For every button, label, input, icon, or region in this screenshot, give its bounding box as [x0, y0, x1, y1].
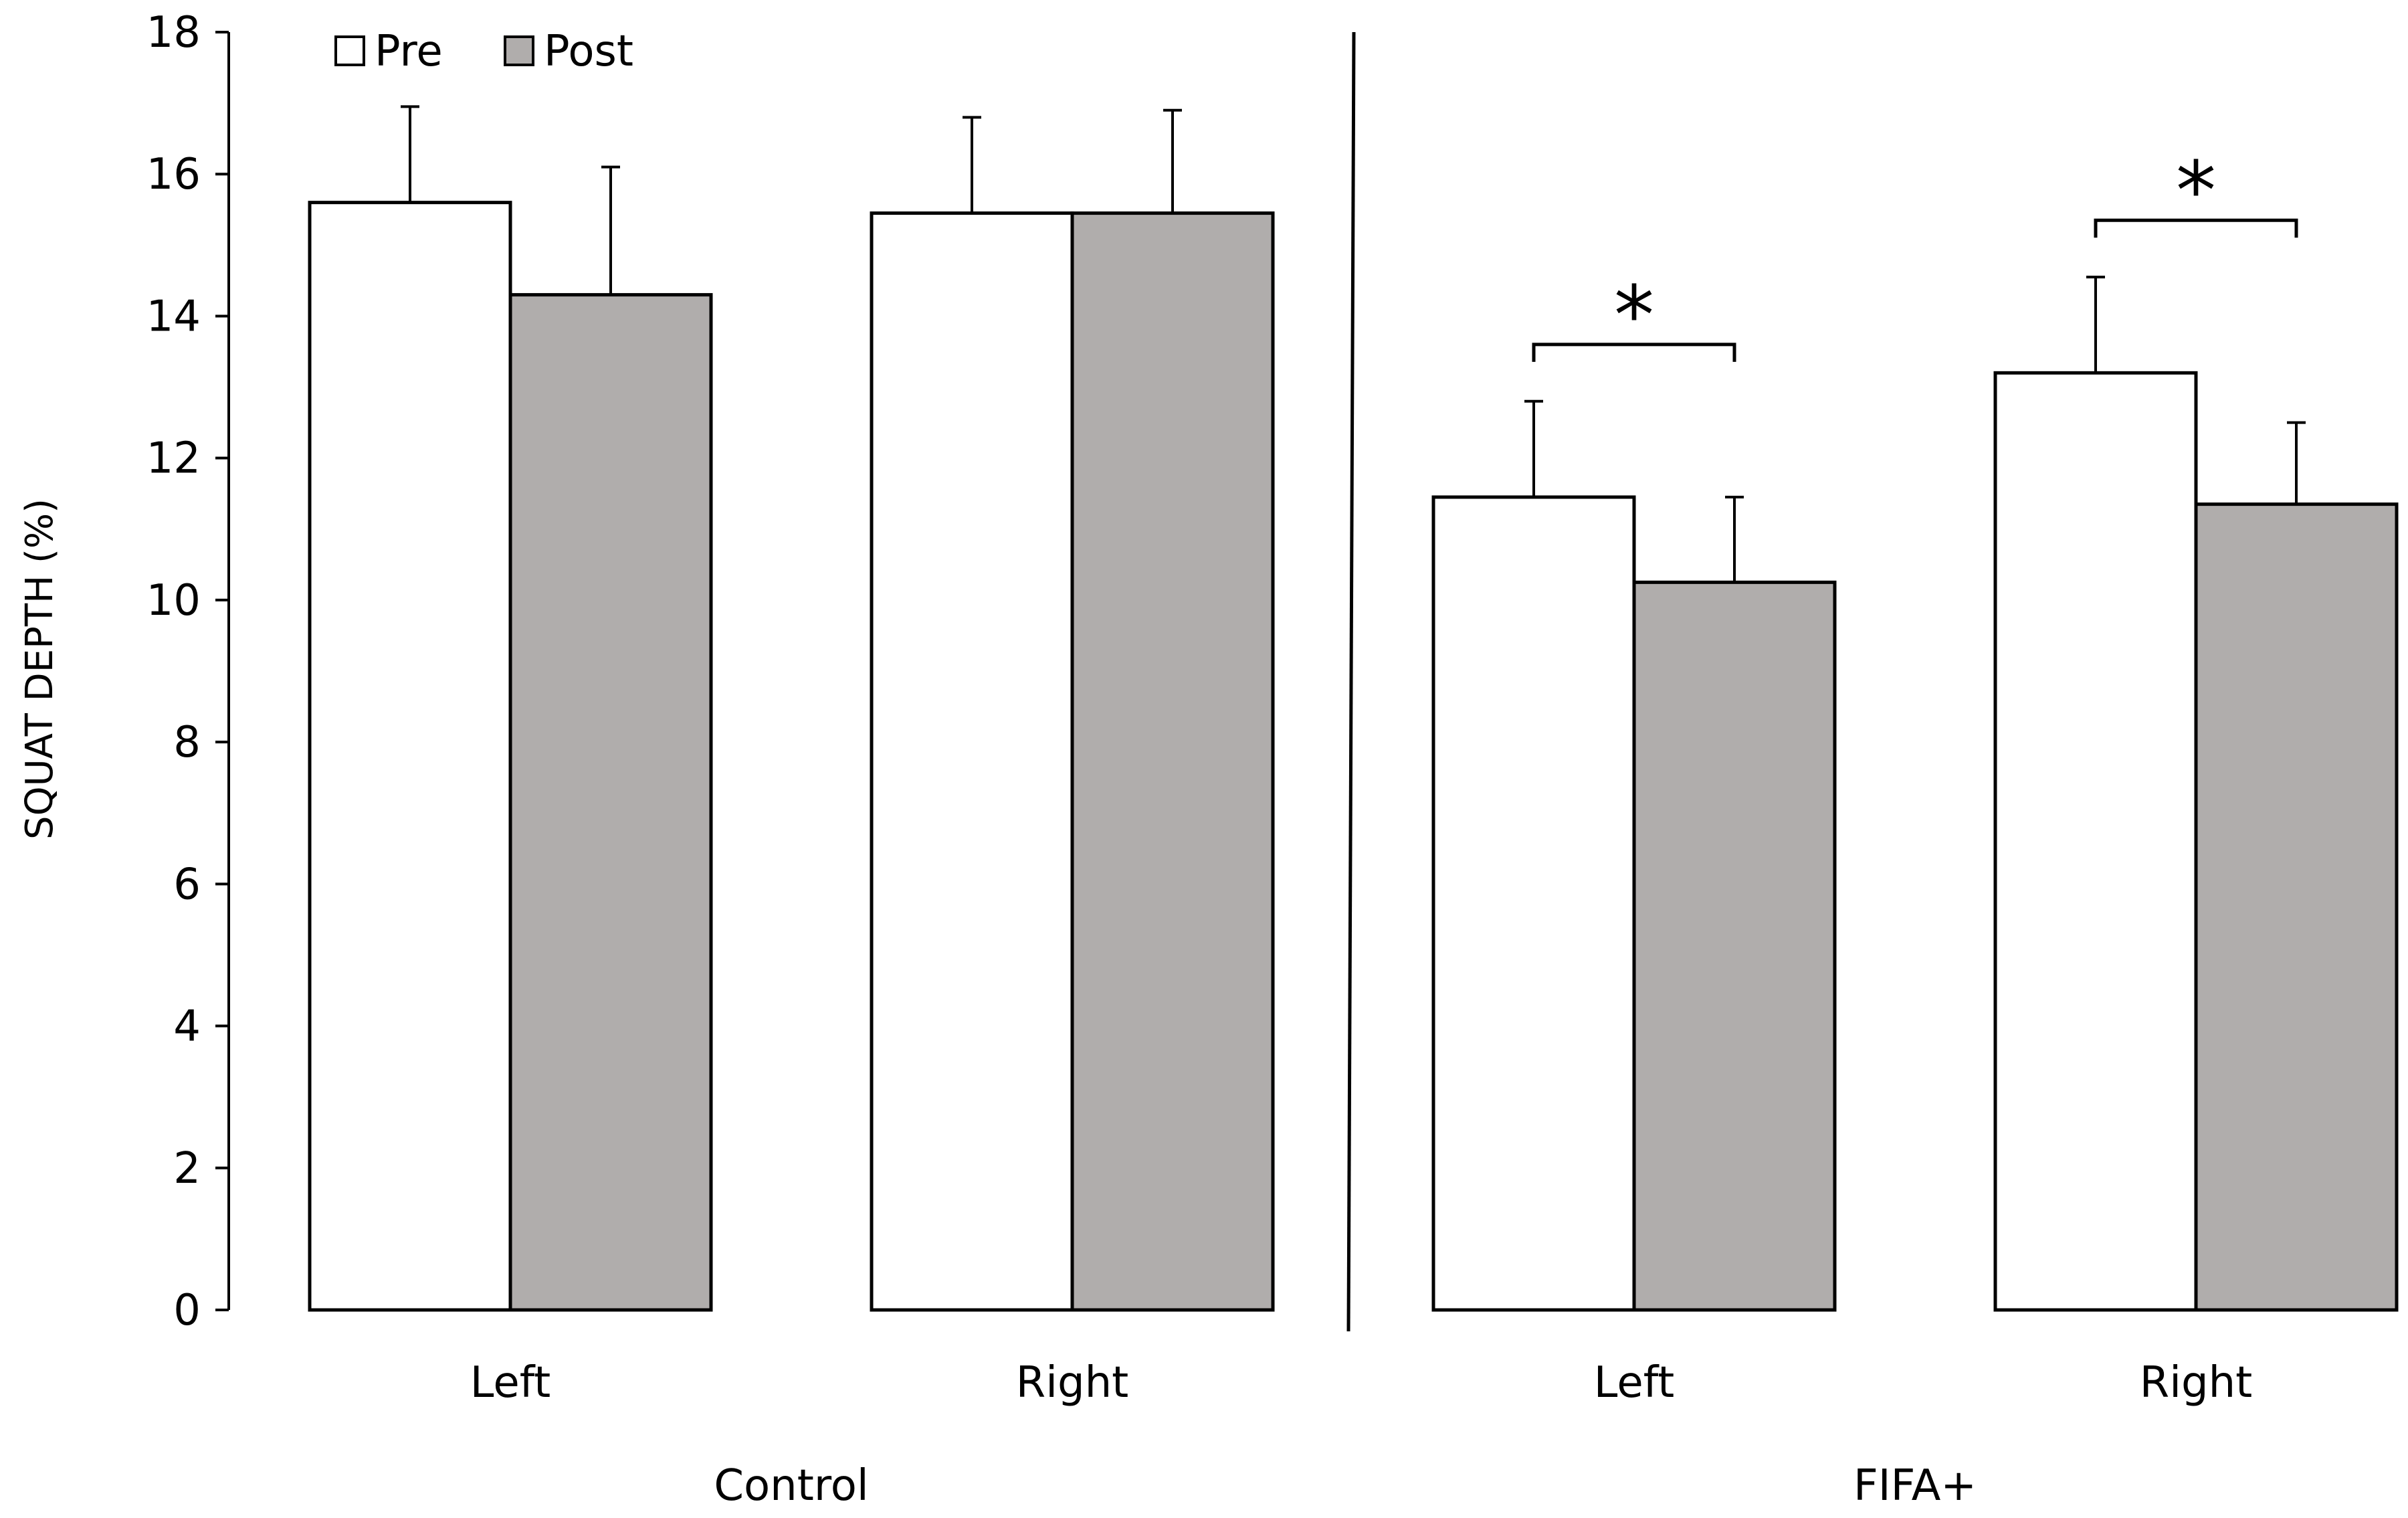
y-tick-label: 2 — [173, 1144, 201, 1194]
significance-markers: ** — [1532, 145, 2298, 363]
y-axis-title: SQUAT DEPTH (%) — [18, 498, 62, 840]
significance-star: * — [2176, 145, 2216, 238]
group-divider — [1346, 31, 1356, 1332]
x-group-label: Control — [714, 1461, 868, 1511]
x-group-label: FIFA+ — [1853, 1461, 1977, 1511]
y-tick-label: 10 — [146, 576, 201, 626]
bar-pre-0 — [308, 201, 512, 1312]
y-tick-label: 12 — [146, 434, 201, 484]
bar-post-0 — [508, 293, 713, 1312]
legend: Pre Post — [334, 27, 633, 76]
y-tick-label: 0 — [173, 1286, 201, 1335]
significance-bracket — [1532, 343, 1736, 362]
legend-swatch-pre — [334, 35, 365, 66]
legend-swatch-post — [504, 35, 534, 66]
y-tick-label: 16 — [146, 150, 201, 199]
x-category-label: Left — [1594, 1358, 1674, 1408]
x-category-label: Right — [1016, 1358, 1129, 1408]
bars — [308, 201, 2399, 1312]
y-tick-label: 4 — [173, 1002, 201, 1052]
bar-pre-1 — [870, 211, 1074, 1312]
y-tick-label: 6 — [173, 860, 201, 909]
y-axis: 0 2 4 6 8 10 12 14 16 18 — [146, 8, 230, 1335]
y-tick-label: 18 — [146, 8, 201, 58]
significance-star: * — [1614, 270, 1654, 363]
y-tick-label: 8 — [173, 718, 201, 767]
x-category-label: Left — [470, 1358, 550, 1408]
bar-post-3 — [2194, 502, 2399, 1312]
bar-pre-2 — [1431, 495, 1636, 1312]
bar-post-1 — [1070, 211, 1275, 1312]
y-tick-label: 14 — [146, 292, 201, 341]
significance-bracket — [2094, 218, 2298, 238]
bar-pre-3 — [1993, 371, 2198, 1312]
error-bars — [401, 105, 2306, 583]
bar-post-2 — [1632, 580, 1837, 1312]
x-axis-labels: Left Right Left Right Control FIFA+ — [470, 1358, 2252, 1511]
legend-label-pre: Pre — [375, 27, 443, 76]
x-category-label: Right — [2140, 1358, 2253, 1408]
legend-label-post: Post — [544, 27, 633, 76]
